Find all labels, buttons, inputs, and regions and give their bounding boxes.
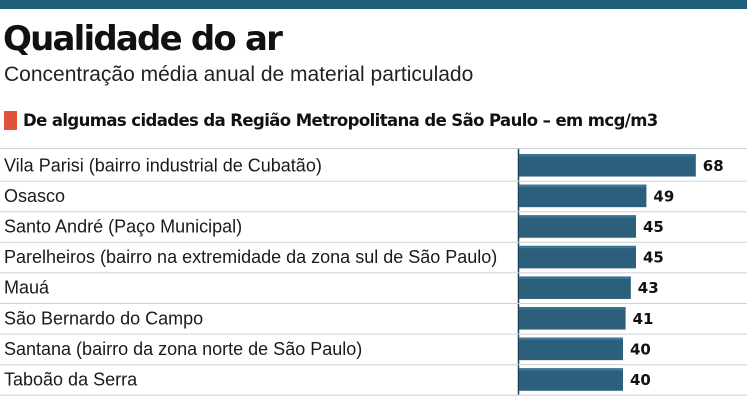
category-label: Taboão da Serra: [4, 370, 138, 390]
section-marker-icon: [4, 110, 17, 130]
value-label: 40: [630, 371, 651, 389]
bar: [519, 215, 636, 238]
bar-highlight: [519, 368, 623, 371]
bar-highlight: [519, 184, 647, 188]
bar: [519, 337, 623, 361]
value-label: 68: [703, 157, 724, 175]
bar-highlight: [519, 215, 636, 218]
value-label: 45: [643, 249, 664, 267]
chart-title: Qualidade do ar: [3, 19, 283, 59]
bar-highlight: [519, 307, 626, 310]
bar-highlight: [519, 154, 696, 157]
value-label: 43: [638, 279, 659, 297]
category-label: São Bernardo do Campo: [4, 308, 203, 328]
category-label: Mauá: [4, 278, 50, 298]
bar-highlight: [519, 245, 636, 249]
bar: [519, 154, 696, 177]
bar: [519, 184, 647, 208]
bar: [519, 245, 636, 269]
category-label: Parelheiros (bairro na extremidade da zo…: [4, 247, 497, 267]
chart-subtitle: Concentração média anual de material par…: [4, 63, 474, 86]
value-label: 49: [653, 187, 674, 205]
value-label: 40: [630, 340, 651, 358]
bar-chart: Vila Parisi (bairro industrial de Cubatã…: [0, 148, 747, 396]
category-label: Vila Parisi (bairro industrial de Cubatã…: [4, 155, 322, 175]
bar-highlight: [519, 337, 623, 341]
section-heading: De algumas cidades da Região Metropolita…: [4, 108, 658, 132]
section-label: De algumas cidades da Região Metropolita…: [23, 110, 658, 130]
bar: [519, 276, 631, 299]
bar: [519, 307, 626, 330]
bar-highlight: [519, 276, 631, 279]
bar: [519, 368, 623, 391]
value-label: 41: [633, 310, 654, 328]
category-label: Santo André (Paço Municipal): [4, 217, 242, 237]
category-label: Santana (bairro da zona norte de São Pau…: [4, 339, 362, 359]
value-label: 45: [643, 218, 664, 236]
top-accent-bar: [0, 0, 747, 9]
category-label: Osasco: [4, 186, 65, 206]
